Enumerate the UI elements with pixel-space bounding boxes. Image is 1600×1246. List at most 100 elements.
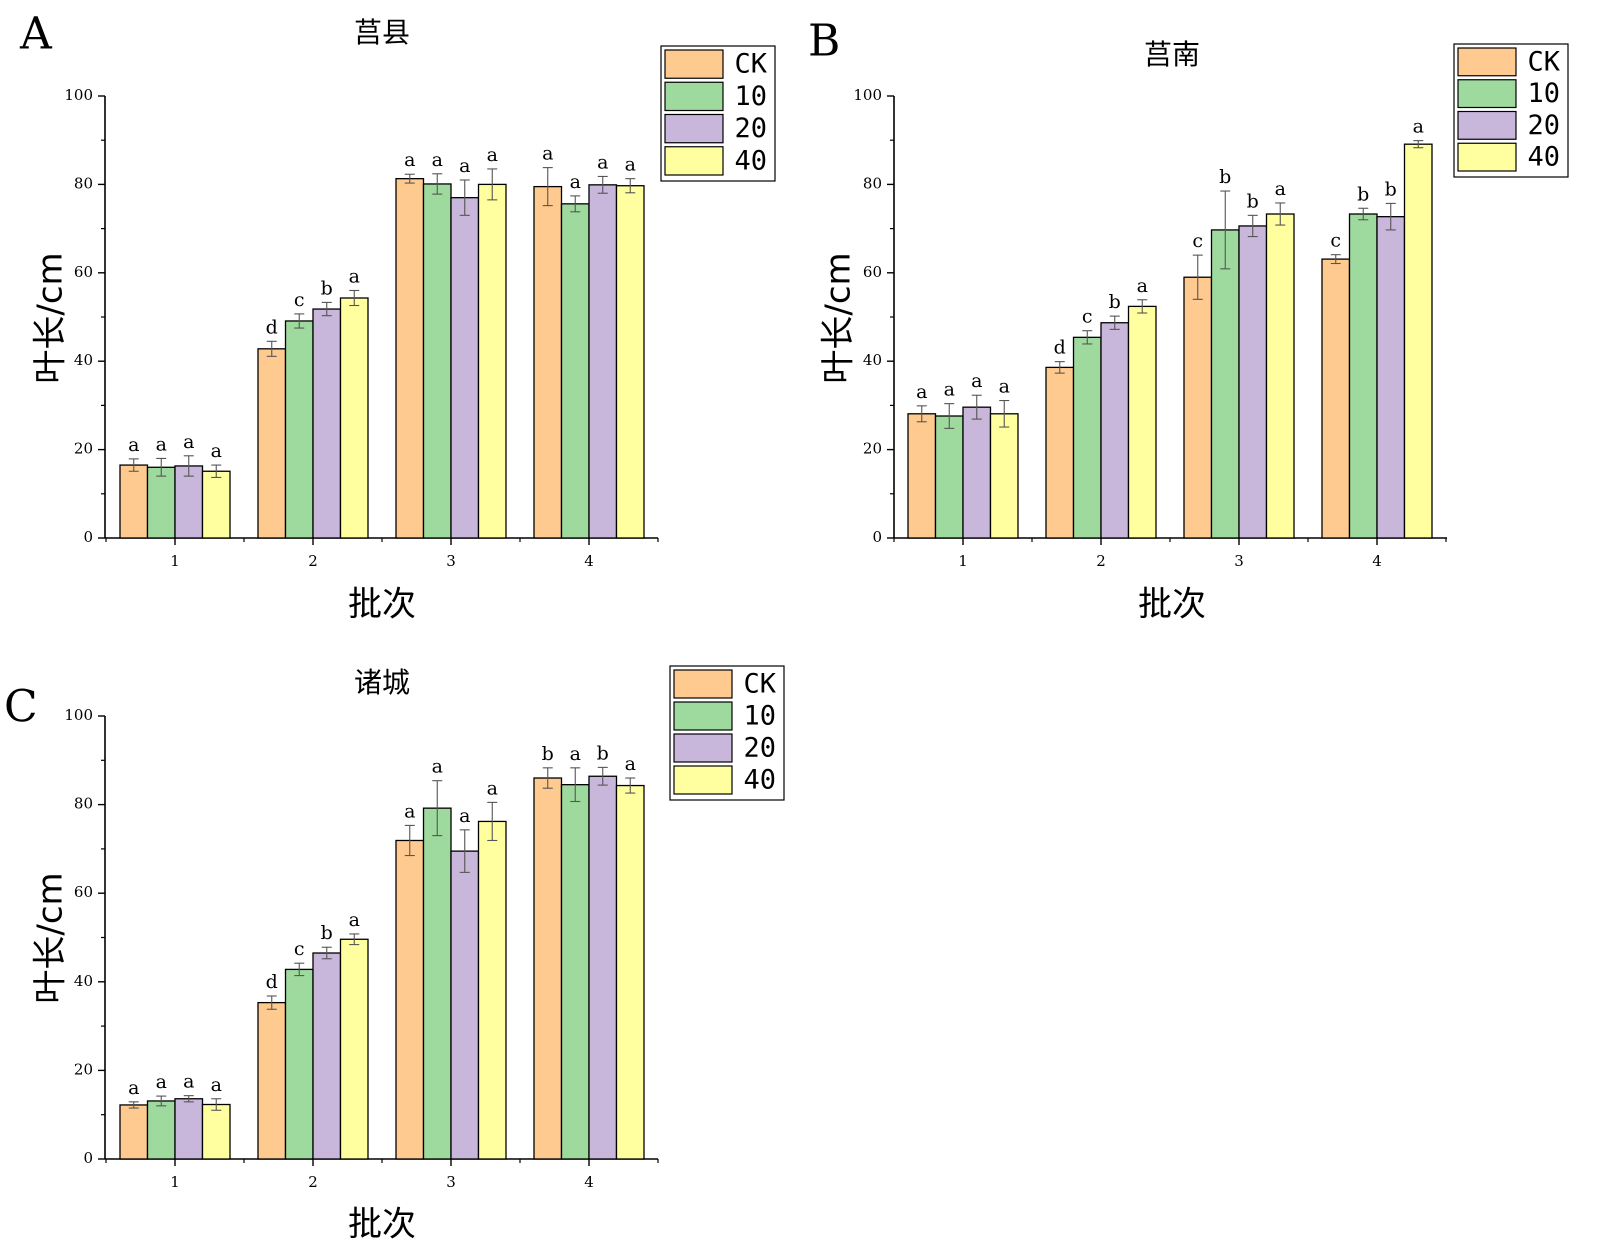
significance-label: c: [294, 938, 305, 960]
y-tick-label: 20: [863, 440, 882, 458]
significance-label: a: [1137, 275, 1148, 297]
bar-20-1: [174, 1098, 204, 1160]
y-tick-label: 60: [863, 263, 882, 281]
y-tick-label: 0: [83, 528, 93, 546]
bar-20-3: [450, 850, 480, 1160]
significance-label: b: [321, 922, 333, 944]
bar-10-1: [934, 415, 964, 539]
significance-label: a: [542, 143, 553, 165]
legend-swatch-40: [1457, 142, 1517, 172]
legend-label: 20: [1527, 110, 1560, 141]
y-tick-label: 40: [863, 351, 882, 369]
significance-label: a: [971, 370, 982, 392]
significance-label: b: [1219, 166, 1231, 188]
y-axis-label: 叶长/cm: [819, 252, 859, 383]
y-tick-label: 80: [74, 174, 93, 192]
legend-swatch-ck: [673, 669, 733, 699]
significance-label: c: [1192, 230, 1203, 252]
bar-ck-3: [1183, 276, 1213, 539]
x-tick-label: 1: [170, 552, 180, 570]
legend-label: 10: [734, 81, 767, 112]
legend-swatch-10: [664, 81, 724, 112]
significance-label: a: [211, 440, 222, 462]
significance-label: a: [487, 777, 498, 799]
y-tick-label: 60: [74, 883, 93, 901]
y-tick-label: 40: [74, 351, 93, 369]
legend-swatch-20: [664, 113, 724, 144]
legend-label: 40: [743, 765, 776, 796]
significance-label: b: [542, 743, 554, 765]
bar-20-2: [1100, 322, 1130, 539]
legend-swatch-20: [1457, 110, 1517, 140]
significance-label: a: [183, 1071, 194, 1093]
bar-ck-1: [119, 464, 149, 539]
bar-40-3: [477, 183, 507, 539]
significance-label: a: [459, 805, 470, 827]
panel-letter: A: [19, 9, 53, 60]
bar-40-3: [477, 820, 507, 1160]
legend-swatch-ck: [664, 49, 724, 79]
panel-letter: C: [4, 682, 38, 733]
significance-label: b: [1109, 291, 1121, 313]
legend-label: 20: [743, 733, 776, 764]
significance-label: b: [1385, 178, 1397, 200]
bar-ck-3: [395, 839, 425, 1160]
bar-40-2: [339, 297, 369, 539]
x-tick-label: 4: [584, 1173, 594, 1191]
bar-40-4: [615, 784, 645, 1160]
bar-10-3: [422, 183, 452, 539]
bar-20-3: [1238, 225, 1268, 539]
chart-title: 莒南: [1144, 38, 1200, 71]
bar-40-1: [201, 1103, 231, 1160]
x-tick-label: 3: [1234, 552, 1244, 570]
x-tick-label: 3: [446, 1173, 456, 1191]
significance-label: c: [294, 289, 305, 311]
legend-swatch-40: [664, 146, 724, 176]
y-axis-label: 叶长/cm: [31, 252, 71, 383]
significance-label: a: [916, 381, 927, 403]
x-tick-label: 4: [584, 552, 594, 570]
bar-20-2: [312, 308, 342, 539]
bar-ck-2: [1045, 366, 1075, 539]
significance-label: a: [349, 909, 360, 931]
y-tick-label: 80: [74, 795, 93, 813]
significance-label: a: [404, 800, 415, 822]
significance-label: a: [944, 379, 955, 401]
bar-10-4: [560, 203, 590, 539]
bar-ck-3: [395, 178, 425, 539]
y-tick-label: 20: [74, 440, 93, 458]
x-axis-label: 批次: [1138, 585, 1206, 625]
significance-label: a: [432, 149, 443, 171]
bar-ck-2: [257, 348, 287, 539]
x-axis-label: 批次: [348, 585, 416, 625]
significance-label: a: [156, 433, 167, 455]
chart-title: 莒县: [354, 16, 410, 49]
bar-20-3: [450, 197, 480, 539]
bar-ck-4: [533, 777, 563, 1160]
legend-label: 20: [734, 113, 767, 144]
legend-label: CK: [743, 669, 776, 700]
bar-40-2: [1127, 305, 1157, 539]
bar-40-4: [615, 185, 645, 539]
bar-10-4: [560, 784, 590, 1160]
x-tick-label: 2: [1096, 552, 1106, 570]
legend-swatch-ck: [1457, 47, 1517, 77]
x-tick-label: 1: [958, 552, 968, 570]
legend-swatch-40: [673, 765, 733, 795]
legend-label: 10: [743, 701, 776, 732]
bar-20-2: [312, 952, 342, 1160]
significance-label: a: [432, 756, 443, 778]
significance-label: d: [266, 971, 278, 993]
y-axis-label: 叶长/cm: [31, 872, 71, 1003]
bar-40-1: [989, 413, 1019, 539]
y-tick-label: 100: [853, 86, 882, 104]
y-tick-label: 100: [64, 706, 93, 724]
x-tick-label: 4: [1372, 552, 1382, 570]
bar-10-2: [284, 968, 314, 1160]
bar-10-1: [146, 1100, 176, 1160]
bar-20-4: [1376, 216, 1406, 539]
significance-label: a: [487, 144, 498, 166]
